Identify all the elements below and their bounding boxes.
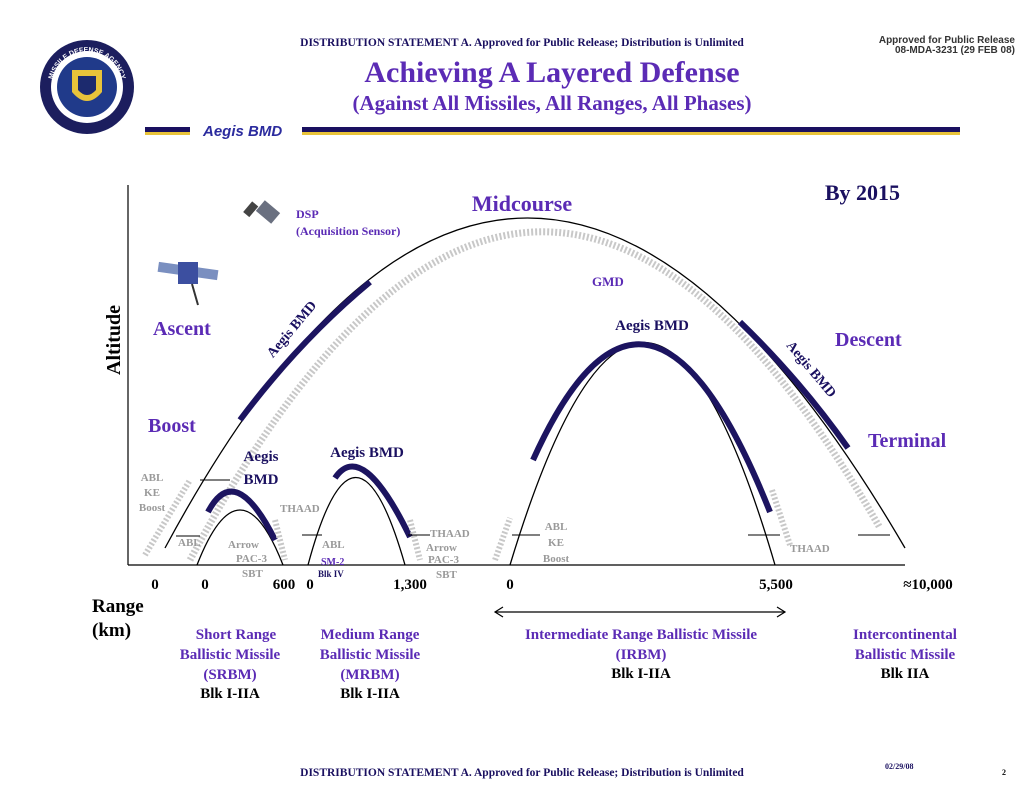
altitude-label: Altitude (103, 305, 125, 375)
aegis-label: Aegis BMD (330, 445, 404, 461)
system-label: Arrow (426, 542, 457, 554)
subtitle: (Against All Missiles, All Ranges, All P… (352, 91, 751, 115)
class-label: Ballistic Missile (855, 647, 956, 663)
class-label: (MRBM) (340, 667, 399, 683)
aegis-label: Aegis BMD (615, 318, 689, 334)
logo: MISSILE DEFENSE AGENCY (40, 40, 134, 134)
class-interceptor: Blk I-IIA (200, 686, 260, 702)
range-tick: 0 (201, 577, 209, 593)
class-interceptor: Blk I-IIA (611, 666, 671, 682)
trajectories (142, 217, 906, 618)
banner-label: Aegis BMD (202, 123, 282, 140)
system-label: SM-2 (321, 557, 344, 568)
class-label: (IRBM) (616, 647, 667, 663)
page-number: 2 (1002, 768, 1006, 777)
system-label: PAC-3 (428, 554, 459, 566)
system-label: SBT (436, 569, 457, 581)
system-label: Boost (543, 553, 570, 565)
system-label: THAAD (430, 528, 470, 540)
footer-distribution: DISTRIBUTION STATEMENT A. Approved for P… (300, 767, 744, 779)
range-tick: 0 (506, 577, 514, 593)
class-label: Intermediate Range Ballistic Missile (525, 627, 757, 643)
class-label: Intercontinental (853, 627, 957, 643)
range-tick: 0 (306, 577, 314, 593)
class-interceptor: Blk IIA (881, 666, 930, 682)
phase-label: Descent (835, 329, 902, 351)
distribution: DISTRIBUTION STATEMENT A. Approved for P… (300, 37, 744, 49)
class-label: Ballistic Missile (320, 647, 421, 663)
aegis-label: Aegis BMD (264, 299, 320, 361)
phase-label: Ascent (153, 318, 211, 340)
range-tick: 0 (151, 577, 159, 593)
range-tick: 1,300 (393, 577, 427, 593)
approval: 08-MDA-3231 (29 FEB 08) (895, 45, 1015, 56)
satellite-icon (157, 200, 281, 306)
range-ticks: 0 0 600 0 1,300 0 5,500 ≈10,000 (151, 577, 952, 593)
class-label: Medium Range (321, 627, 420, 643)
range-label: Range (92, 596, 144, 617)
class-interceptor: Blk I-IIA (340, 686, 400, 702)
year: By 2015 (825, 180, 900, 205)
range-tick: ≈10,000 (903, 577, 952, 593)
system-label: SBT (242, 568, 263, 580)
phase-label: Boost (148, 415, 196, 437)
system-label: THAAD (280, 503, 320, 515)
system-label: PAC-3 (236, 553, 267, 565)
sensor-label: DSP (296, 207, 319, 221)
approval: Approved for Public Release (879, 35, 1016, 46)
range-tick: 5,500 (759, 577, 793, 593)
banner (145, 127, 960, 135)
range-tick: 600 (273, 577, 296, 593)
phase-label: Terminal (868, 430, 947, 452)
system-label: THAAD (790, 543, 830, 555)
system-label: ABL (322, 539, 345, 551)
system-label: ABL (178, 537, 201, 549)
class-label: (SRBM) (203, 667, 256, 683)
class-label: Short Range (196, 627, 277, 643)
title: Achieving A Layered Defense (364, 56, 739, 89)
aegis-label: Aegis (244, 449, 279, 465)
system-label: ABL (141, 472, 164, 484)
class-label: Ballistic Missile (180, 647, 281, 663)
axes (127, 185, 905, 566)
system-label: KE (144, 487, 160, 499)
system-label: ABL (545, 521, 568, 533)
system-label: Arrow (228, 539, 259, 551)
system-label: Blk IV (318, 569, 344, 579)
phase-label: Midcourse (472, 191, 572, 216)
footer-date: 02/29/08 (885, 762, 913, 771)
system-label: Boost (139, 502, 166, 514)
aegis-label: BMD (244, 472, 279, 488)
system-label: KE (548, 537, 564, 549)
range-label: (km) (92, 620, 131, 641)
sensor-label: (Acquisition Sensor) (296, 224, 400, 238)
gmd-label: GMD (592, 274, 624, 289)
missile-classes: Short Range Ballistic Missile (SRBM) Blk… (180, 627, 957, 702)
